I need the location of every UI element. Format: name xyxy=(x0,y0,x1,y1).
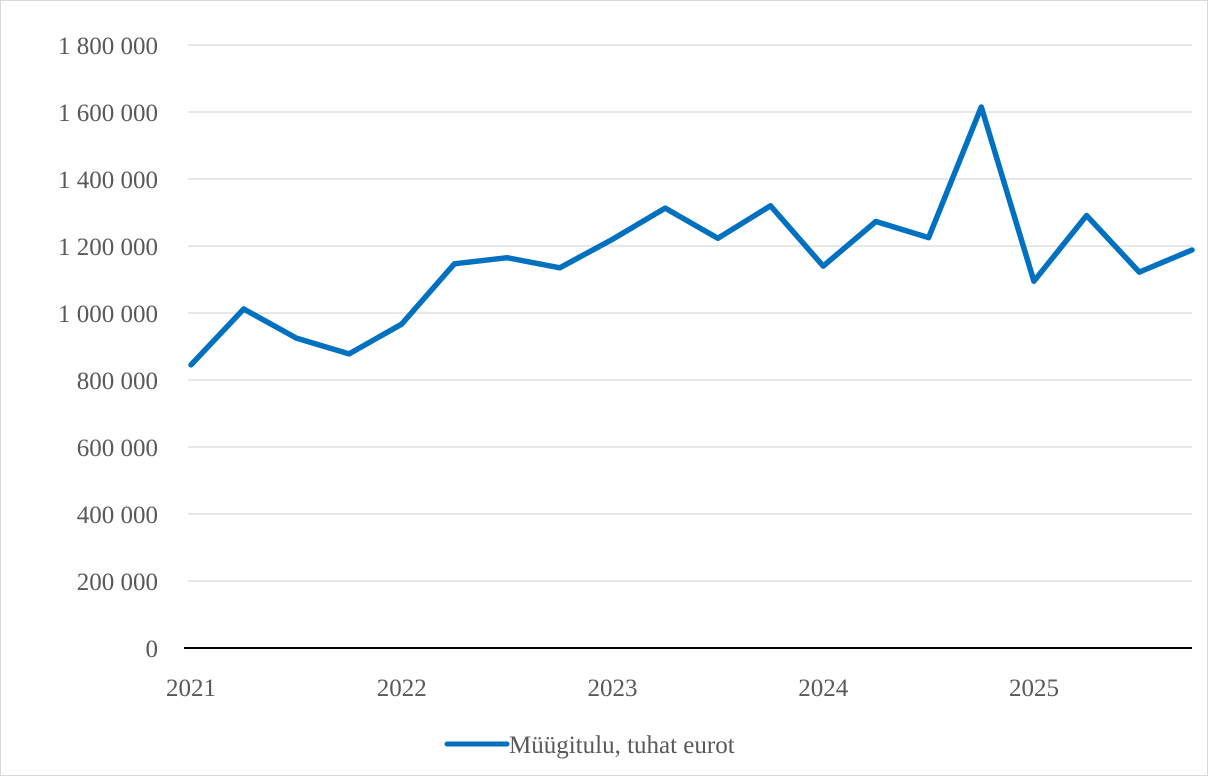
data-point xyxy=(243,308,244,309)
x-tick-label: 2024 xyxy=(798,675,849,702)
data-point xyxy=(1139,272,1140,273)
y-tick-label: 1 400 000 xyxy=(58,167,158,194)
data-point xyxy=(1192,250,1193,251)
data-point xyxy=(1033,281,1034,282)
data-point xyxy=(665,208,666,209)
series-line xyxy=(188,104,1195,368)
data-point xyxy=(612,239,613,240)
y-tick-label: 1 000 000 xyxy=(58,301,158,328)
data-point xyxy=(507,257,508,258)
x-tick-label: 2022 xyxy=(377,675,427,702)
data-point xyxy=(454,263,455,264)
legend: Müügitulu, tuhat eurot xyxy=(444,732,735,759)
data-point xyxy=(401,324,402,325)
data-point xyxy=(981,106,982,107)
y-tick-label: 1 800 000 xyxy=(58,33,158,60)
series-layer xyxy=(188,104,1195,368)
gridlines xyxy=(188,44,1192,582)
data-point xyxy=(349,353,350,354)
data-point xyxy=(770,205,771,206)
data-point xyxy=(928,237,929,238)
legend-label: Müügitulu, tuhat eurot xyxy=(509,732,735,759)
y-tick-label: 1 600 000 xyxy=(58,100,158,127)
data-point xyxy=(717,238,718,239)
data-point xyxy=(559,267,560,268)
y-tick-label: 1 200 000 xyxy=(58,234,158,261)
axes: 0 200 000 400 000 600 000 800 000 1 000 000 1 … xyxy=(58,33,1192,702)
x-tick-label: 2025 xyxy=(1009,675,1059,702)
y-tick-label: 400 000 xyxy=(77,502,158,529)
x-tick-label: 2021 xyxy=(166,675,216,702)
data-point xyxy=(296,338,297,339)
y-tick-label: 800 000 xyxy=(77,368,158,395)
data-point xyxy=(823,266,824,267)
y-tick-label: 0 xyxy=(146,636,159,663)
x-tick-label: 2023 xyxy=(587,675,637,702)
data-point xyxy=(191,364,192,365)
y-tick-label: 600 000 xyxy=(77,435,158,462)
data-point xyxy=(1086,215,1087,216)
y-tick-label: 200 000 xyxy=(77,569,158,596)
data-point xyxy=(875,221,876,222)
